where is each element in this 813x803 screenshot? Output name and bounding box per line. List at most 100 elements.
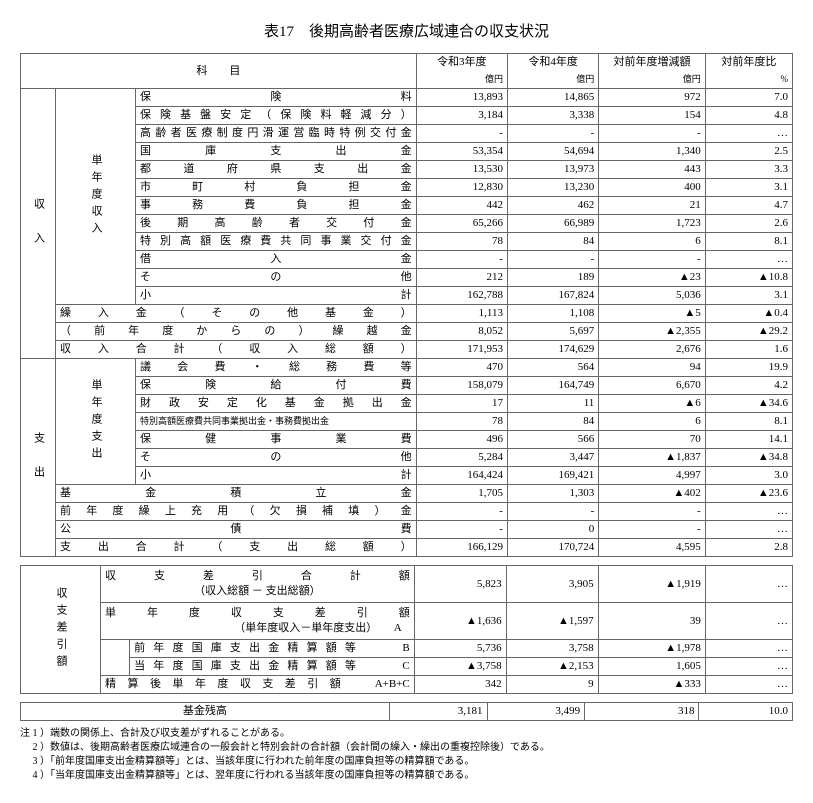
grp-expense: 支 出: [21, 359, 56, 557]
cell: 443: [599, 161, 705, 179]
table-row: 繰入金（その他基金）1,1131,108▲5▲0.4: [21, 305, 793, 323]
table-row: 当年度国庫支出金精算額等 C▲3,758▲2,1531,605…: [21, 658, 793, 676]
cell: 10.0: [699, 703, 793, 721]
cell: 212: [416, 269, 507, 287]
cell: 1,340: [599, 143, 705, 161]
table-row: 借入金---…: [21, 251, 793, 269]
row-label: 小計: [136, 287, 417, 305]
cell: 66,989: [507, 215, 598, 233]
cell: 162,788: [416, 287, 507, 305]
cell: 1,723: [599, 215, 705, 233]
cell: ▲23: [599, 269, 705, 287]
cell: 3.0: [705, 467, 792, 485]
table-row: 保健事業費4965667014.1: [21, 431, 793, 449]
cell: 5,736: [414, 640, 506, 658]
cell: 4.8: [705, 107, 792, 125]
row-label: 公債費: [56, 521, 417, 539]
cell: 189: [507, 269, 598, 287]
row-label: 借入金: [136, 251, 417, 269]
cell: -: [416, 521, 507, 539]
unit-2: 億円: [507, 71, 598, 89]
cell: 84: [507, 233, 598, 251]
cell: 3,499: [487, 703, 585, 721]
cell: 1.6: [705, 341, 792, 359]
cell: 19.9: [705, 359, 792, 377]
table-row: 財政安定化基金拠出金1711▲6▲34.6: [21, 395, 793, 413]
hdr-c1: 令和3年度: [416, 54, 507, 72]
cell: …: [705, 503, 792, 521]
row-label: 精算後単年度収支差引額 A+B+C: [101, 676, 415, 694]
cell: 566: [507, 431, 598, 449]
table-row: 公債費-0-…: [21, 521, 793, 539]
hdr-c3: 対前年度増減額: [599, 54, 705, 72]
bal-sub: （収入総額 － 支出総額）: [105, 584, 410, 599]
row-label: 保険料: [136, 89, 417, 107]
cell: 21: [599, 197, 705, 215]
cell: -: [507, 125, 598, 143]
cell: …: [705, 251, 792, 269]
cell: 14,865: [507, 89, 598, 107]
fund-label: 基金残高: [21, 703, 390, 721]
row-label: 特別高額医療費共同事業交付金: [136, 233, 417, 251]
header-row: 科 目 令和3年度 令和4年度 対前年度増減額 対前年度比: [21, 54, 793, 72]
cell: 3.1: [705, 287, 792, 305]
cell: ▲5: [599, 305, 705, 323]
cell: 400: [599, 179, 705, 197]
row-label: 高齢者医療制度円滑運営臨時特例交付金: [136, 125, 417, 143]
cell: 9: [506, 676, 598, 694]
hdr-c4: 対前年度比: [705, 54, 792, 72]
cell: 8.1: [705, 413, 792, 431]
table-row: 収支差引額 収支差引合計額 （収入総額 － 支出総額） 5,8233,905▲1…: [21, 566, 793, 603]
cell: 174,629: [507, 341, 598, 359]
cell: -: [416, 503, 507, 521]
row-label: 単年度収支差引額 （単年度収入－単年度支出） A: [101, 603, 415, 640]
cell: 1,303: [507, 485, 598, 503]
row-label: 収入合計（収入総額）: [56, 341, 417, 359]
cell: …: [705, 676, 792, 694]
cell: 318: [585, 703, 699, 721]
cell: ▲34.8: [705, 449, 792, 467]
table-row: その他5,2843,447▲1,837▲34.8: [21, 449, 793, 467]
cell: 11: [507, 395, 598, 413]
cell: 470: [416, 359, 507, 377]
cell: 462: [507, 197, 598, 215]
cell: -: [599, 251, 705, 269]
table-row: 支出合計（支出総額）166,129170,7244,5952.8: [21, 539, 793, 557]
cell: 1,605: [598, 658, 705, 676]
cell: ▲0.4: [705, 305, 792, 323]
cell: 8,052: [416, 323, 507, 341]
grp-fy-expense: 単年度支出: [56, 359, 136, 485]
cell: 53,354: [416, 143, 507, 161]
row-label: 議会費・総務費等: [136, 359, 417, 377]
table-row: 支 出 単年度支出 議会費・総務費等 4705649419.9: [21, 359, 793, 377]
cell: 170,724: [507, 539, 598, 557]
cell: 2.5: [705, 143, 792, 161]
row-label: 支出合計（支出総額）: [56, 539, 417, 557]
table-row: 保険給付費158,079164,7496,6704.2: [21, 377, 793, 395]
cell: 3.1: [705, 179, 792, 197]
cell: 3,905: [506, 566, 598, 603]
cell: 3,184: [416, 107, 507, 125]
hdr-subject: 科 目: [21, 54, 417, 89]
cell: 1,705: [416, 485, 507, 503]
cell: 39: [598, 603, 705, 640]
table-row: 特別高額医療費共同事業交付金788468.1: [21, 233, 793, 251]
cell: …: [705, 125, 792, 143]
row-label: その他: [136, 449, 417, 467]
row-label: 保険給付費: [136, 377, 417, 395]
cell: 8.1: [705, 233, 792, 251]
table-row: 国庫支出金53,35454,6941,3402.5: [21, 143, 793, 161]
cell: -: [416, 251, 507, 269]
row-label: 繰入金（その他基金）: [56, 305, 417, 323]
cell: ▲1,636: [414, 603, 506, 640]
cell: ▲333: [598, 676, 705, 694]
cell: 6: [599, 413, 705, 431]
table-row: 事務費負担金442462214.7: [21, 197, 793, 215]
table-row: 小計164,424169,4214,9973.0: [21, 467, 793, 485]
row-label: 事務費負担金: [136, 197, 417, 215]
note: 3 ）「前年度国庫支出金精算額等」とは、当該年度に行われた前年度の国庫負担等の精…: [20, 755, 793, 769]
row-label: （前年度からの）繰越金: [56, 323, 417, 341]
cell: …: [705, 566, 792, 603]
table-row: 収 入 単年度収入 保険料 13,89314,8659727.0: [21, 89, 793, 107]
cell: …: [705, 603, 792, 640]
